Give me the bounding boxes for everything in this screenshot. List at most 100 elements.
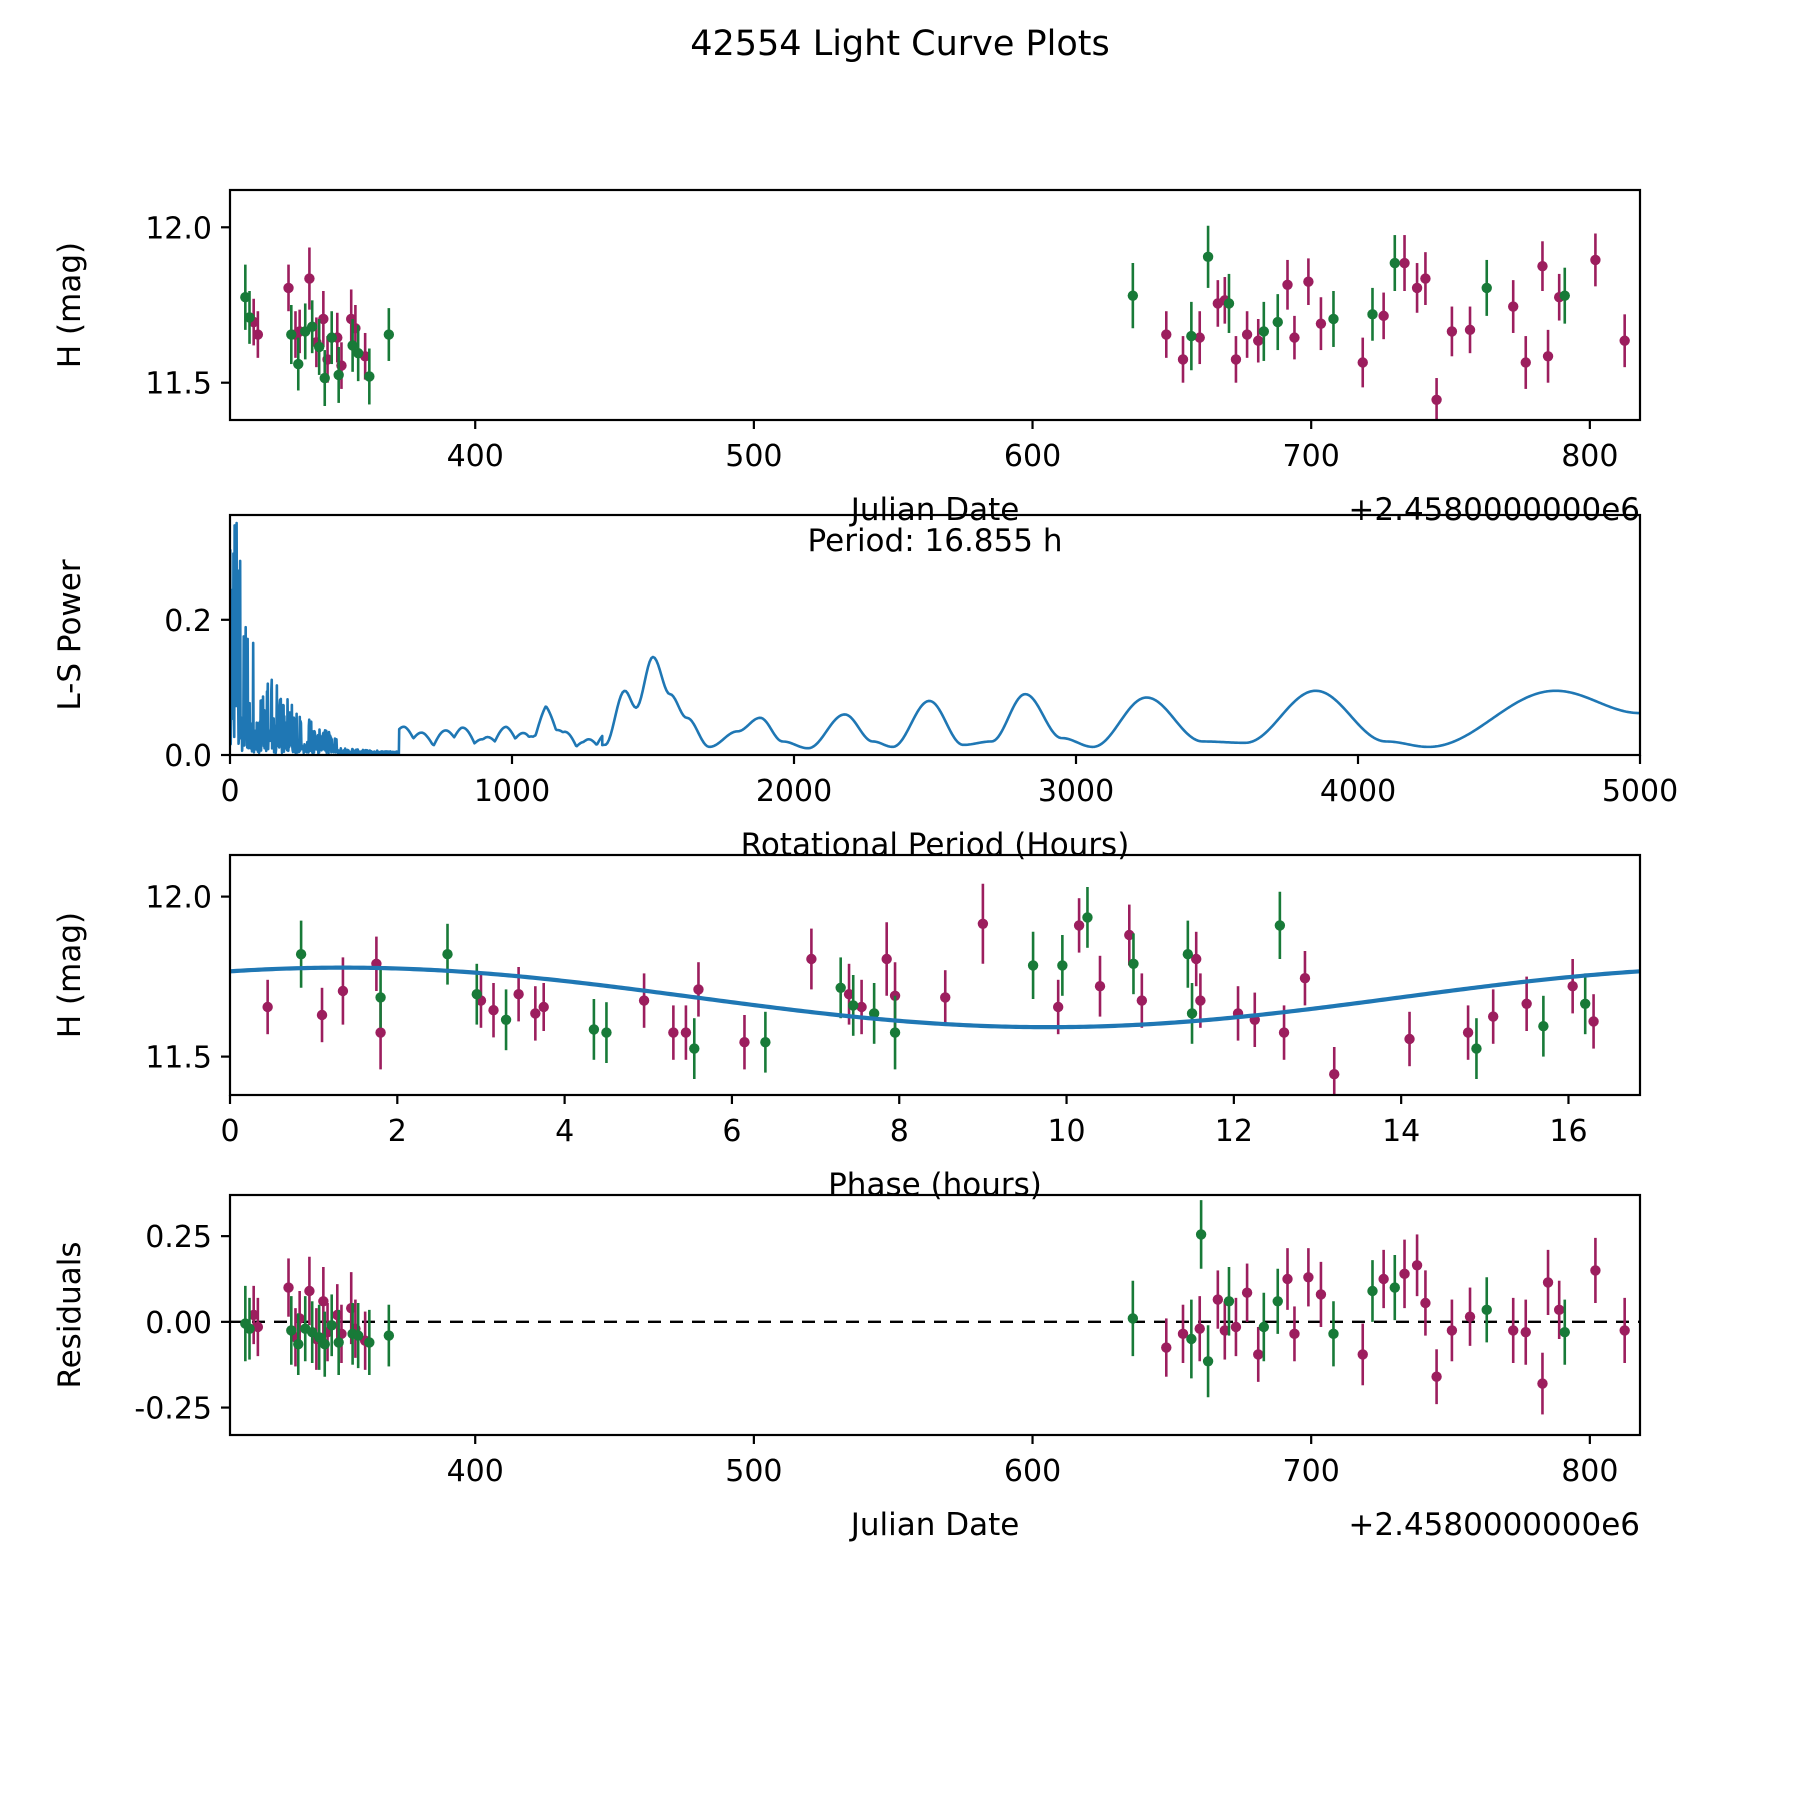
data-point xyxy=(1186,330,1197,342)
data-point xyxy=(689,1043,700,1054)
data-point xyxy=(1464,324,1476,336)
data-point xyxy=(1161,329,1172,340)
data-point xyxy=(252,329,264,340)
light-curve-raw-series-series_b xyxy=(240,225,1570,407)
data-point xyxy=(1027,960,1039,971)
data-point xyxy=(1559,290,1570,301)
data-point xyxy=(588,1024,600,1035)
data-point xyxy=(318,313,329,325)
light-curve-raw-xticklabel: 500 xyxy=(725,439,782,474)
phase-folded-light-curve-series-series_a xyxy=(262,883,1599,1095)
residuals-xticklabel: 400 xyxy=(447,1454,504,1489)
data-point xyxy=(1299,973,1311,984)
data-point xyxy=(1303,276,1314,287)
phase-folded-light-curve-axes-frame xyxy=(228,853,1642,1097)
data-point xyxy=(1508,1325,1519,1336)
data-point xyxy=(1619,1325,1630,1336)
data-point xyxy=(1253,1349,1264,1360)
data-point xyxy=(1399,1268,1410,1280)
data-point xyxy=(244,1323,255,1334)
data-point xyxy=(1399,257,1410,269)
data-point xyxy=(1282,279,1293,290)
data-point xyxy=(1464,1311,1476,1322)
lomb-scargle-periodogram-xticklabel: 2000 xyxy=(756,774,832,809)
data-point xyxy=(1411,282,1423,294)
data-point xyxy=(1431,1371,1442,1382)
data-point xyxy=(1253,335,1264,346)
data-point xyxy=(293,358,304,370)
light-curve-raw-xticklabel: 600 xyxy=(1004,439,1061,474)
phase-folded-light-curve-xticklabel: 14 xyxy=(1382,1114,1420,1149)
data-point xyxy=(1471,1043,1482,1054)
data-point xyxy=(1567,981,1578,992)
data-point xyxy=(304,1285,315,1297)
data-point xyxy=(1367,309,1378,320)
phase-folded-light-curve-xticklabel: 10 xyxy=(1047,1114,1085,1149)
data-point xyxy=(739,1037,750,1048)
phase-folded-light-curve-model-curve xyxy=(230,965,1640,1030)
phase-folded-light-curve-yticklabel: 12.0 xyxy=(145,881,212,916)
data-point xyxy=(668,1027,679,1038)
data-point xyxy=(307,321,318,332)
data-point xyxy=(1186,1008,1198,1019)
phase-folded-light-curve-xticklabel: 0 xyxy=(220,1114,239,1149)
residuals-yticklabel: 0.25 xyxy=(145,1220,212,1255)
data-point xyxy=(1590,1265,1601,1276)
lomb-scargle-periodogram-power-line xyxy=(230,521,1640,755)
lomb-scargle-periodogram-xticklabel: 0 xyxy=(220,774,239,809)
data-point xyxy=(442,949,453,960)
residuals-x-offset-label: +2.4580000000e6 xyxy=(1348,1507,1640,1543)
data-point xyxy=(1127,290,1139,301)
light-curve-raw-axes-frame xyxy=(228,188,1642,422)
data-point xyxy=(326,332,337,343)
data-point xyxy=(1094,981,1106,992)
residuals-xlabel: Julian Date xyxy=(849,1507,1020,1543)
data-point xyxy=(1258,326,1270,337)
light-curve-raw-xticklabel: 800 xyxy=(1561,439,1618,474)
lomb-scargle-periodogram-xticklabel: 5000 xyxy=(1602,774,1678,809)
data-point xyxy=(693,984,704,995)
data-point xyxy=(1136,995,1148,1006)
data-point xyxy=(1289,332,1300,343)
data-point xyxy=(1194,332,1205,343)
phase-folded-light-curve-xlabel: Phase (hours) xyxy=(828,1167,1042,1203)
data-point xyxy=(244,312,255,323)
phase-folded-light-curve-xticklabel: 16 xyxy=(1549,1114,1587,1149)
data-point xyxy=(1194,1323,1205,1334)
light-curve-raw-svg: 400 500 600 700 800 11.5 12.0 Julian Date H (mag… xyxy=(52,188,1642,528)
phase-folded-light-curve-xticklabel: 2 xyxy=(388,1114,407,1149)
data-point xyxy=(1521,998,1532,1009)
light-curve-raw-series-series_a xyxy=(248,233,1630,420)
lomb-scargle-periodogram-xlabel: Rotational Period (Hours) xyxy=(741,827,1130,863)
data-point xyxy=(835,982,846,993)
data-point xyxy=(1389,1282,1400,1293)
data-point xyxy=(1052,1001,1064,1013)
data-point xyxy=(1431,394,1442,405)
lomb-scargle-periodogram-xticklabel: 1000 xyxy=(474,774,550,809)
data-point xyxy=(1272,1296,1283,1307)
data-point xyxy=(1191,953,1202,965)
data-point xyxy=(1282,1273,1293,1285)
residuals-svg: 400 500 600 700 800 -0.25 0.00 0.25 Julian Date R… xyxy=(52,1193,1642,1543)
data-point xyxy=(286,1325,297,1336)
data-point xyxy=(318,1296,329,1307)
lomb-scargle-periodogram-annotation: Period: 16.855 h xyxy=(808,523,1063,559)
data-point xyxy=(1202,1356,1214,1367)
data-point xyxy=(1404,1033,1415,1045)
data-point xyxy=(1057,960,1068,971)
data-point xyxy=(1537,1378,1548,1389)
data-point xyxy=(889,990,901,1001)
data-point xyxy=(316,1009,328,1021)
data-point xyxy=(1378,1273,1389,1285)
light-curve-raw-x-offset-label: +2.4580000000e6 xyxy=(1348,492,1640,528)
data-point xyxy=(1508,301,1519,312)
lomb-scargle-periodogram-axes-frame xyxy=(228,513,1642,757)
data-point xyxy=(1177,354,1189,365)
data-point xyxy=(843,989,855,1000)
data-point xyxy=(889,1027,901,1038)
data-point xyxy=(471,989,482,1000)
data-point xyxy=(806,953,817,965)
data-point xyxy=(262,1001,273,1013)
residuals-xticklabel: 500 xyxy=(725,1454,782,1489)
residuals-yticklabel: -0.25 xyxy=(134,1392,212,1427)
